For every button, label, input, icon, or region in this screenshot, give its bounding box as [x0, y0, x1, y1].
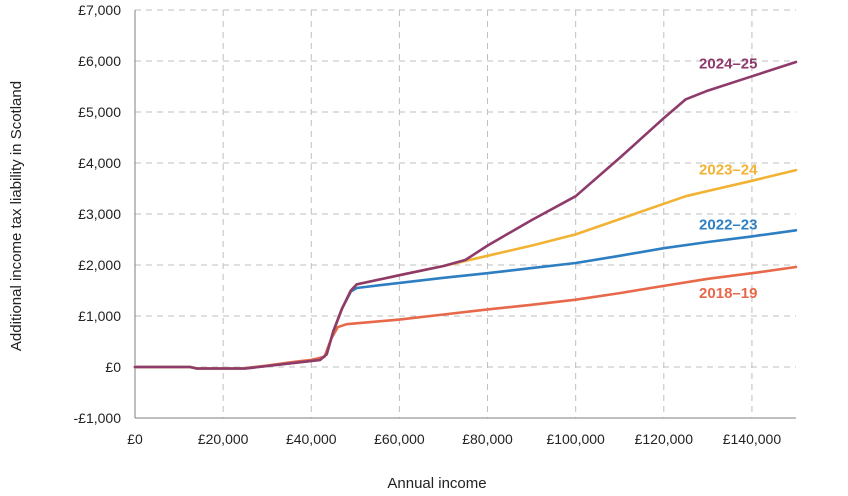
y-tick-label: £2,000 — [78, 257, 121, 273]
x-axis-label: Annual income — [387, 475, 486, 492]
y-tick-label: £1,000 — [78, 308, 121, 324]
axes — [134, 10, 796, 419]
y-tick-label: -£1,000 — [74, 410, 122, 426]
y-tick-label: £4,000 — [78, 155, 121, 171]
y-tick-label: £0 — [105, 359, 121, 375]
x-tick-label: £60,000 — [374, 431, 425, 447]
y-tick-label: £7,000 — [78, 2, 121, 18]
grid-lines — [135, 9, 796, 418]
series-lines — [133, 60, 798, 370]
y-axis-label: Additional income tax liability in Scotl… — [8, 81, 25, 351]
x-tick-label: £20,000 — [198, 431, 249, 447]
series-line — [133, 60, 798, 370]
series-label: 2022–23 — [699, 216, 757, 233]
series-label: 2023–24 — [699, 162, 758, 179]
x-tick-label: £100,000 — [546, 431, 605, 447]
y-tick-label: £3,000 — [78, 206, 121, 222]
y-tick-label: £5,000 — [78, 104, 121, 120]
series-label: 2024–25 — [699, 56, 757, 73]
y-tick-labels: -£1,000 £0 £1,000 £2,000 £3,000 £4,000 £5,000 £… — [74, 2, 122, 426]
series-labels: 2024–25 2023–24 2022–23 2018–19 — [699, 56, 758, 302]
x-tick-label: £40,000 — [286, 431, 337, 447]
series-line — [133, 265, 798, 370]
series-line — [133, 229, 798, 370]
y-tick-label: £6,000 — [78, 53, 121, 69]
x-tick-label: £120,000 — [635, 431, 694, 447]
series-line — [133, 168, 798, 370]
x-tick-label: £0 — [127, 431, 143, 447]
x-tick-label: £140,000 — [723, 431, 782, 447]
x-tick-label: £80,000 — [462, 431, 513, 447]
series-label: 2018–19 — [699, 285, 757, 302]
x-tick-labels: £0 £20,000 £40,000 £60,000 £80,000 £100,000 £1… — [127, 431, 781, 447]
